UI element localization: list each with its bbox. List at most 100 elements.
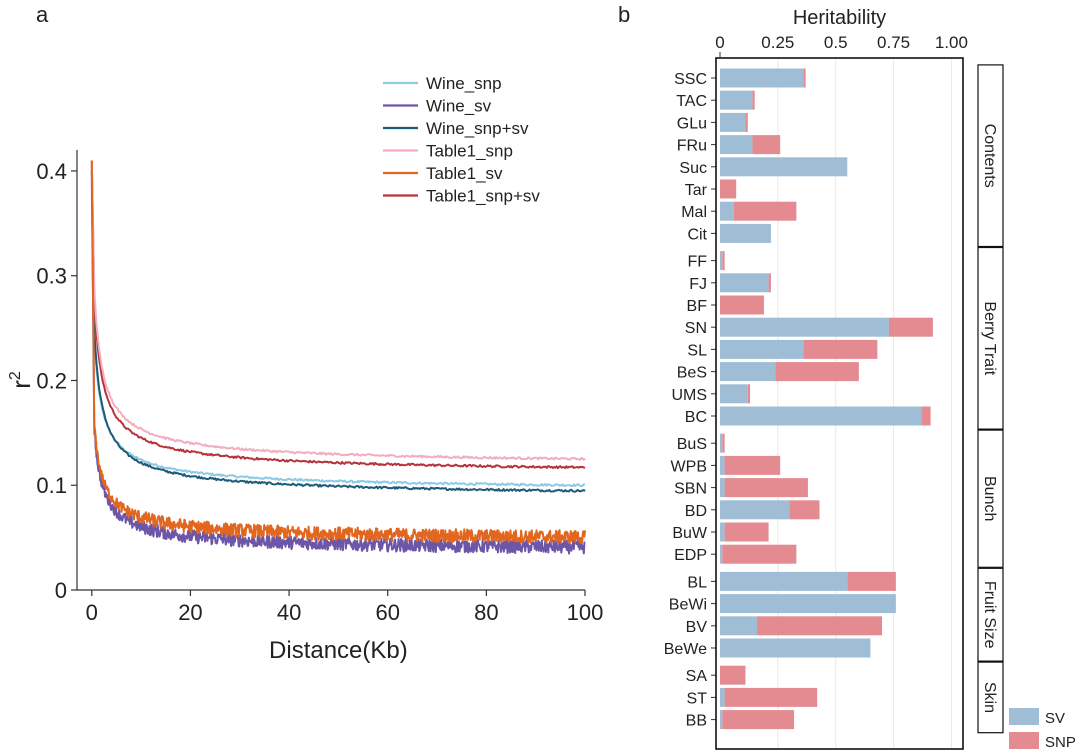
group-label: Berry Trait xyxy=(981,301,998,375)
category-label: BeWi xyxy=(669,597,707,614)
category-label: BuS xyxy=(677,436,707,453)
panel-label-a: a xyxy=(36,2,49,27)
bar-snp xyxy=(803,68,806,88)
group-label: Contents xyxy=(981,124,998,188)
bar-sv xyxy=(720,362,776,382)
bar-sv xyxy=(720,68,804,88)
series-line-table1-snp xyxy=(90,160,586,461)
legend-label: Wine_snp xyxy=(426,74,502,93)
bar-snp xyxy=(888,317,933,337)
legend-label: SV xyxy=(1045,710,1065,727)
bar-snp xyxy=(733,201,797,221)
x-tick-label: 40 xyxy=(277,600,301,625)
category-label: TAC xyxy=(676,93,707,110)
bar-sv xyxy=(720,710,723,730)
group-strip xyxy=(977,64,1004,248)
legend-label: Table1_snp xyxy=(426,142,513,161)
bar-snp xyxy=(720,665,746,685)
bar-snp xyxy=(724,522,769,542)
legend-label: SNP xyxy=(1045,734,1076,751)
x-tick-label: 100 xyxy=(567,600,604,625)
bar-snp xyxy=(720,295,764,315)
x-axis-title: Heritability xyxy=(793,7,886,29)
bar-sv xyxy=(720,317,889,337)
bar-snp xyxy=(724,478,808,498)
y-axis-title: r2 xyxy=(6,371,36,389)
bar-snp xyxy=(724,455,781,475)
bar-sv xyxy=(720,251,723,271)
category-label: BL xyxy=(687,574,707,591)
bar-snp xyxy=(747,384,751,404)
group-label: Fruit Size xyxy=(981,581,998,649)
category-label: Mal xyxy=(681,204,707,221)
panel-label-b: b xyxy=(618,2,630,27)
category-label: BV xyxy=(686,619,708,636)
x-tick-label: 0.25 xyxy=(761,33,794,52)
bar-sv xyxy=(720,500,790,520)
series-line-wine-snp xyxy=(90,170,586,488)
bar-snp xyxy=(722,433,725,453)
series-line-wine-snp-sv xyxy=(90,170,586,493)
category-label: BuW xyxy=(672,525,708,542)
x-axis-title: Distance(Kb) xyxy=(269,637,408,664)
bar-sv xyxy=(720,594,896,614)
bar-sv xyxy=(720,616,758,636)
category-label: WPB xyxy=(671,458,707,475)
series-line-wine-sv xyxy=(90,181,586,555)
category-label: ST xyxy=(687,690,708,707)
group-strip xyxy=(977,246,1004,430)
x-tick-label: 0 xyxy=(86,600,98,625)
bar-snp xyxy=(752,135,781,155)
bar-sv xyxy=(720,90,753,110)
legend-swatch xyxy=(1009,732,1039,749)
legend-label: Wine_sv xyxy=(426,97,492,116)
y-tick-label: 0.3 xyxy=(36,264,67,289)
bar-snp xyxy=(722,544,797,564)
category-label: BC xyxy=(685,409,707,426)
category-label: Cit xyxy=(687,226,707,243)
category-label: FJ xyxy=(689,276,707,293)
legend-label: Wine_snp+sv xyxy=(426,119,529,138)
category-label: BB xyxy=(686,713,707,730)
bar-sv xyxy=(720,433,723,453)
category-label: SL xyxy=(687,342,707,359)
bar-sv xyxy=(720,384,748,404)
series-line-table1-sv xyxy=(90,160,586,544)
group-strip xyxy=(977,567,1004,662)
legend-label: Table1_snp+sv xyxy=(426,187,540,206)
category-label: BeWe xyxy=(664,641,707,658)
bar-snp xyxy=(775,362,859,382)
category-label: FRu xyxy=(677,138,707,155)
y-tick-label: 0.1 xyxy=(36,473,67,498)
bar-sv xyxy=(720,544,723,564)
bar-snp xyxy=(722,710,795,730)
bar-sv xyxy=(720,339,804,359)
bar-sv xyxy=(720,687,725,707)
bar-sv xyxy=(720,273,769,293)
bar-snp xyxy=(803,339,878,359)
category-label: Suc xyxy=(679,160,707,177)
bar-snp xyxy=(752,90,755,110)
bar-sv xyxy=(720,522,725,542)
bar-snp xyxy=(768,273,771,293)
bar-sv xyxy=(720,571,848,591)
group-label: Skin xyxy=(981,682,998,713)
x-tick-label: 0 xyxy=(715,33,724,52)
group-label: Bunch xyxy=(981,476,998,521)
bar-snp xyxy=(847,571,896,591)
series-line-table1-snp-sv xyxy=(90,160,586,470)
y-tick-label: 0.2 xyxy=(36,368,67,393)
x-tick-label: 80 xyxy=(474,600,498,625)
x-tick-label: 1.00 xyxy=(935,33,968,52)
bar-sv xyxy=(720,478,725,498)
bar-sv xyxy=(720,406,922,426)
x-tick-label: 60 xyxy=(375,600,399,625)
bar-sv xyxy=(720,112,746,132)
bar-snp xyxy=(724,687,818,707)
category-label: EDP xyxy=(674,547,707,564)
bar-sv xyxy=(720,223,771,243)
bar-snp xyxy=(745,112,748,132)
category-label: Tar xyxy=(685,182,708,199)
bar-snp xyxy=(789,500,820,520)
x-tick-label: 0.5 xyxy=(824,33,848,52)
